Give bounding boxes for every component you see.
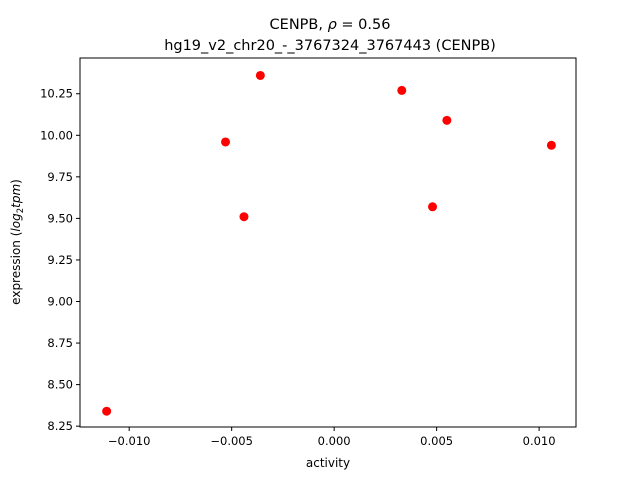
y-tick-label: 9.25 [47,253,73,267]
y-axis-label: expression (log2tpm) [9,179,26,305]
data-point [397,85,407,95]
y-axis-label-sub: 2 [16,208,26,213]
data-point [102,406,112,416]
x-tick-label: 0.010 [523,434,556,448]
chart-title-prefix: CENPB, [270,17,328,33]
y-tick-label: 9.50 [47,211,73,225]
chart-subtitle: hg19_v2_chr20_-_3767324_3767443 (CENPB) [164,38,496,54]
x-axis-label: activity [306,456,350,470]
data-point [255,70,265,80]
y-tick-label: 10.00 [40,128,73,142]
points-layer [102,70,556,416]
chart-title-rho-symbol: ρ [328,17,338,33]
y-tick-label: 8.25 [47,419,73,433]
y-tick-label: 8.50 [47,378,73,392]
y-axis-label-prefix: expression ( [9,232,23,305]
y-axis-label-suffix: ) [9,179,23,184]
y-tick-label: 8.75 [47,336,73,350]
data-point [442,115,452,125]
y-tick-label: 9.75 [47,170,73,184]
chart-title: CENPB, ρ = 0.56 [270,17,391,33]
y-axis-label-tpm: tpm [9,184,23,208]
x-tick-label: −0.005 [210,434,253,448]
data-point [221,137,231,147]
data-point [239,212,249,222]
plot-frame [79,57,577,428]
x-tick-label: 0.005 [420,434,453,448]
x-tick-label: 0.000 [318,434,351,448]
data-point [428,202,438,212]
ticks-layer: −0.010 −0.005 0.000 0.005 0.010 8.25 8.50 8.75 9… [40,87,556,448]
chart-title-rho-value: = 0.56 [337,17,391,33]
data-point [546,140,556,150]
y-tick-label: 9.00 [47,295,73,309]
y-axis-label-log: log [9,213,23,232]
x-tick-label: −0.010 [108,434,151,448]
y-tick-label: 10.25 [40,87,73,101]
